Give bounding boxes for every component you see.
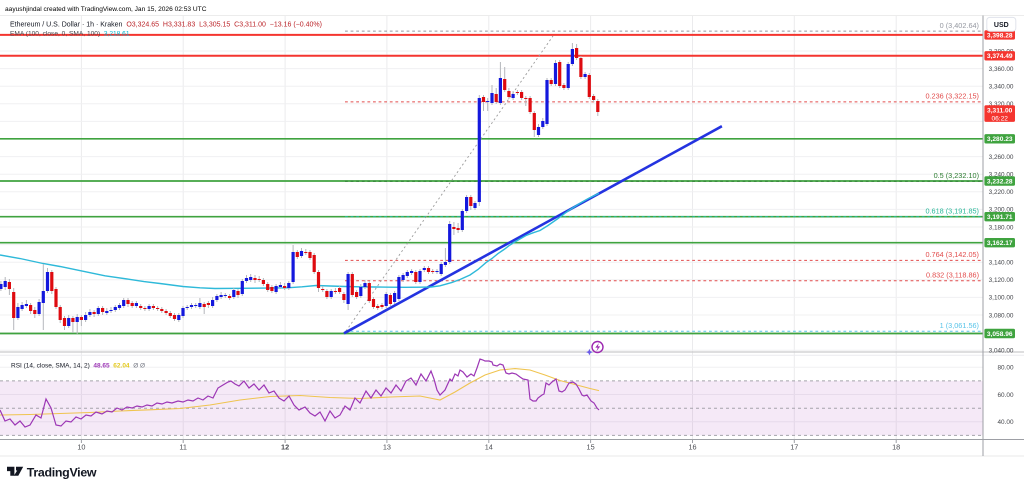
svg-text:3,100.00: 3,100.00 [989, 295, 1014, 302]
svg-text:USD: USD [994, 22, 1009, 29]
svg-text:0.236 (3,322.15): 0.236 (3,322.15) [925, 92, 979, 101]
svg-text:16: 16 [688, 442, 696, 451]
svg-text:RSI (14, close, SMA, 14, 2) 4: RSI (14, close, SMA, 14, 2) 48.65 62.04 … [11, 363, 145, 370]
svg-text:3,240.00: 3,240.00 [989, 172, 1014, 179]
svg-text:3,280.23: 3,280.23 [987, 136, 1013, 143]
svg-text:3,180.00: 3,180.00 [989, 224, 1014, 231]
svg-text:12: 12 [281, 442, 289, 451]
svg-text:14: 14 [485, 442, 493, 451]
svg-text:0.5 (3,232.10): 0.5 (3,232.10) [934, 171, 979, 180]
svg-text:10: 10 [77, 442, 85, 451]
svg-text:3,311.00: 3,311.00 [987, 108, 1013, 115]
svg-text:3,191.71: 3,191.71 [987, 214, 1013, 221]
svg-text:3,374.49: 3,374.49 [987, 53, 1013, 60]
svg-text:0.618 (3,191.85): 0.618 (3,191.85) [925, 206, 979, 215]
svg-text:3,398.28: 3,398.28 [987, 32, 1013, 39]
svg-text:3,320.00: 3,320.00 [989, 101, 1014, 108]
svg-text:aayushjindal created with Trad: aayushjindal created with TradingView.co… [5, 6, 207, 13]
svg-text:40.00: 40.00 [998, 419, 1014, 426]
svg-text:0 (3,402.64): 0 (3,402.64) [940, 21, 979, 30]
svg-text:3,220.00: 3,220.00 [989, 189, 1014, 196]
svg-text:3,340.00: 3,340.00 [989, 84, 1014, 91]
svg-text:0.832 (3,118.86): 0.832 (3,118.86) [926, 271, 979, 280]
svg-text:3,232.28: 3,232.28 [987, 178, 1013, 185]
svg-text:TradingView: TradingView [27, 466, 97, 480]
svg-text:3,162.17: 3,162.17 [987, 240, 1013, 247]
svg-text:60.00: 60.00 [998, 392, 1014, 399]
svg-text:17: 17 [790, 442, 798, 451]
svg-text:EMA (100, close, 0, SMA, 100): EMA (100, close, 0, SMA, 100) 3,218.61 [10, 30, 130, 37]
svg-text:06:22: 06:22 [991, 115, 1008, 122]
svg-text:3,120.00: 3,120.00 [989, 277, 1014, 284]
svg-text:15: 15 [587, 442, 595, 451]
svg-text:3,260.00: 3,260.00 [989, 154, 1014, 161]
svg-text:11: 11 [179, 442, 187, 451]
svg-text:Ethereum / U.S. Dollar · 1h ·: Ethereum / U.S. Dollar · 1h · Kraken O3,… [10, 22, 322, 29]
svg-text:18: 18 [892, 442, 900, 451]
svg-text:3,140.00: 3,140.00 [989, 260, 1014, 267]
svg-text:1 (3,061.56): 1 (3,061.56) [940, 321, 979, 330]
svg-text:80.00: 80.00 [998, 365, 1014, 372]
svg-text:13: 13 [383, 442, 391, 451]
svg-text:3,080.00: 3,080.00 [989, 312, 1014, 319]
svg-text:3,360.00: 3,360.00 [989, 66, 1014, 73]
svg-text:3,200.00: 3,200.00 [989, 207, 1014, 214]
svg-text:3,058.96: 3,058.96 [987, 331, 1013, 338]
svg-text:0.764 (3,142.05): 0.764 (3,142.05) [925, 250, 979, 259]
svg-text:3,040.00: 3,040.00 [989, 348, 1014, 355]
